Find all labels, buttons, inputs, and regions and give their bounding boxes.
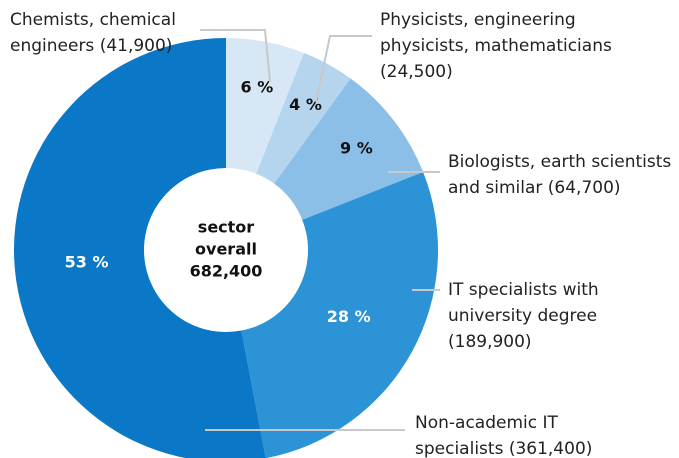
donut-slice bbox=[14, 38, 266, 458]
slice-label: 28 % bbox=[327, 307, 371, 326]
slice-label: 9 % bbox=[340, 138, 373, 157]
leader-lines bbox=[200, 29, 440, 431]
leader-line bbox=[200, 29, 271, 83]
category-label: Biologists, earth scientists bbox=[448, 152, 671, 172]
category-label: physicists, mathematicians bbox=[380, 36, 612, 56]
category-label: engineers (41,900) bbox=[10, 36, 172, 56]
category-label: Chemists, chemical bbox=[10, 10, 176, 30]
category-label: IT specialists with bbox=[448, 280, 599, 300]
slice-label: 4 % bbox=[289, 95, 322, 114]
donut-slice bbox=[241, 171, 438, 458]
center-label: sector bbox=[198, 218, 255, 237]
center-label: 682,400 bbox=[190, 262, 263, 281]
category-label: (24,500) bbox=[380, 62, 453, 82]
category-label: Physicists, engineering bbox=[380, 10, 576, 30]
donut-slice bbox=[226, 38, 305, 174]
slice-label: 53 % bbox=[65, 253, 109, 272]
category-label: university degree bbox=[448, 306, 597, 326]
slice-label: 6 % bbox=[241, 77, 274, 96]
donut-slice bbox=[274, 78, 424, 220]
category-label: Non-academic IT bbox=[415, 413, 559, 433]
donut-slice bbox=[256, 52, 351, 184]
category-label: specialists (361,400) bbox=[415, 439, 592, 458]
center-label: overall bbox=[195, 240, 257, 259]
category-label: and similar (64,700) bbox=[448, 178, 621, 198]
category-label: (189,900) bbox=[448, 332, 532, 352]
leader-line bbox=[315, 35, 372, 103]
